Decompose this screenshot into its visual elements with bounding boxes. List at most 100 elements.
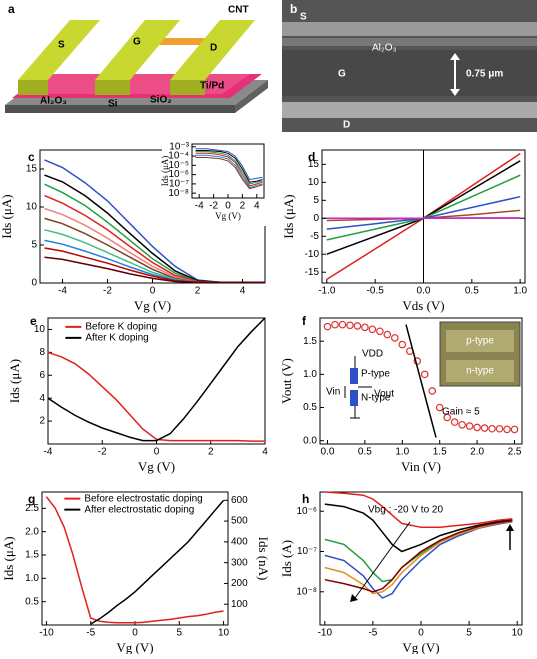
x-tick-label: 1.0 <box>395 447 409 458</box>
x-tick-label: 2.5 <box>508 447 522 458</box>
y-axis-title: Ids (μA) <box>160 156 170 187</box>
y-tick-label: 1.5 <box>303 336 317 347</box>
x-tick-label: 4 <box>240 286 246 297</box>
data-point <box>339 321 345 327</box>
x-tick-label: 10 <box>512 628 524 639</box>
x-tick-label: -2 <box>98 447 107 458</box>
y2-tick-label: 100 <box>231 599 248 610</box>
y-axis-title: Ids (A) <box>279 540 294 577</box>
data-line <box>325 521 513 593</box>
y-axis-title: Ids (μA) <box>1 536 16 580</box>
label: 0.75 μm <box>466 69 503 80</box>
x-tick-label: 4 <box>262 447 268 458</box>
y-tick-label: 0 <box>313 213 319 224</box>
annotation: n-type <box>466 366 494 377</box>
x-tick-label: 2 <box>208 447 214 458</box>
x-axis-title: Vg (V) <box>215 211 241 221</box>
y-axis-title: Vout (V) <box>279 358 294 404</box>
x-tick-label: 0 <box>132 628 138 639</box>
y-tick-label: 1.0 <box>303 369 317 380</box>
data-point <box>474 424 480 430</box>
y-tick-label: -10 <box>305 249 320 260</box>
panel-label: g <box>28 492 35 506</box>
data-line <box>406 325 436 438</box>
panel-label: h <box>302 492 309 506</box>
data-point <box>377 328 383 334</box>
x-tick-label: 5 <box>177 628 183 639</box>
x-tick-label: 2 <box>240 201 246 212</box>
y-tick-label: 1.0 <box>25 573 39 584</box>
y-tick-label: 2.0 <box>25 526 39 537</box>
y-tick-label: 8 <box>39 347 45 358</box>
data-line <box>48 352 265 441</box>
x-tick-label: -4 <box>44 447 53 458</box>
label: Ti/Pd <box>200 81 224 92</box>
panel-label: a <box>8 2 15 16</box>
x-tick-label: 1.0 <box>513 286 527 297</box>
label: D <box>210 43 217 54</box>
data-point <box>504 426 510 432</box>
x-tick-label: 5 <box>466 628 472 639</box>
y-tick-label: 0.0 <box>303 435 317 446</box>
x-tick-label: -4 <box>195 201 204 212</box>
y2-tick-label: 200 <box>231 578 248 589</box>
data-line <box>325 521 513 592</box>
x-axis-title: Vds (V) <box>402 298 444 313</box>
x-tick-label: -5 <box>86 628 95 639</box>
x-tick-label: 2 <box>195 286 201 297</box>
annotation: Vbg : -20 V to 20 <box>368 505 443 516</box>
y-tick-label: -5 <box>310 231 319 242</box>
data-point <box>354 323 360 329</box>
data-point <box>422 371 428 377</box>
x-axis-title: Vg (V) <box>134 298 171 313</box>
y-tick-label: 2 <box>39 416 45 427</box>
legend-label: Before electrostatic doping <box>84 493 202 504</box>
label: Si <box>108 99 118 110</box>
panel-label: e <box>30 314 37 328</box>
data-line <box>45 248 266 282</box>
data-point <box>459 422 465 428</box>
y2-tick-label: 600 <box>231 495 248 506</box>
x-tick-label: -5 <box>368 628 377 639</box>
y-tick-label: 0 <box>31 278 37 289</box>
panel-label: b <box>290 2 297 16</box>
x-tick-label: -10 <box>39 628 54 639</box>
annotation: p-type <box>466 336 494 347</box>
x-axis-title: Vin (V) <box>401 459 441 474</box>
x-tick-label: -2 <box>103 286 112 297</box>
x-tick-label: 0.5 <box>358 447 372 458</box>
data-point <box>392 335 398 341</box>
annotation: VDD <box>362 349 383 360</box>
annotation: P-type <box>361 369 390 380</box>
data-point <box>481 425 487 431</box>
label: Al₂O₃ <box>372 43 397 54</box>
label: Al₂O₃ <box>40 96 67 107</box>
x-tick-label: 1.5 <box>433 447 447 458</box>
y-axis-title: Ids (μA) <box>281 194 296 238</box>
y-tick-label: 5 <box>31 240 37 251</box>
legend-label: After electrostatic doping <box>84 504 194 515</box>
data-point <box>324 323 330 329</box>
x-tick-label: 2.0 <box>470 447 484 458</box>
y-tick-label: 6 <box>39 370 45 381</box>
y-tick-label: 0.5 <box>25 596 39 607</box>
x-tick-label: 0.0 <box>321 447 335 458</box>
y-axis-title: Ids (μA) <box>7 359 22 403</box>
data-point <box>347 322 353 328</box>
y2-tick-label: 500 <box>231 516 248 527</box>
data-point <box>511 426 517 432</box>
panel-label: f <box>302 314 307 328</box>
y-tick-label: 5 <box>313 195 319 206</box>
data-line <box>325 522 513 582</box>
label: S <box>300 12 307 23</box>
x-tick-label: 0.5 <box>465 286 479 297</box>
data-point <box>489 426 495 432</box>
y-tick-label: 10⁻⁸ <box>296 586 317 597</box>
y-tick-label: -15 <box>305 267 320 278</box>
label: S <box>58 40 65 51</box>
data-point <box>496 426 502 432</box>
x-tick-label: 0 <box>225 201 231 212</box>
panel-b: b S Al₂O₃ G 0.75 μm D <box>282 0 537 132</box>
y2-tick-label: 400 <box>231 537 248 548</box>
